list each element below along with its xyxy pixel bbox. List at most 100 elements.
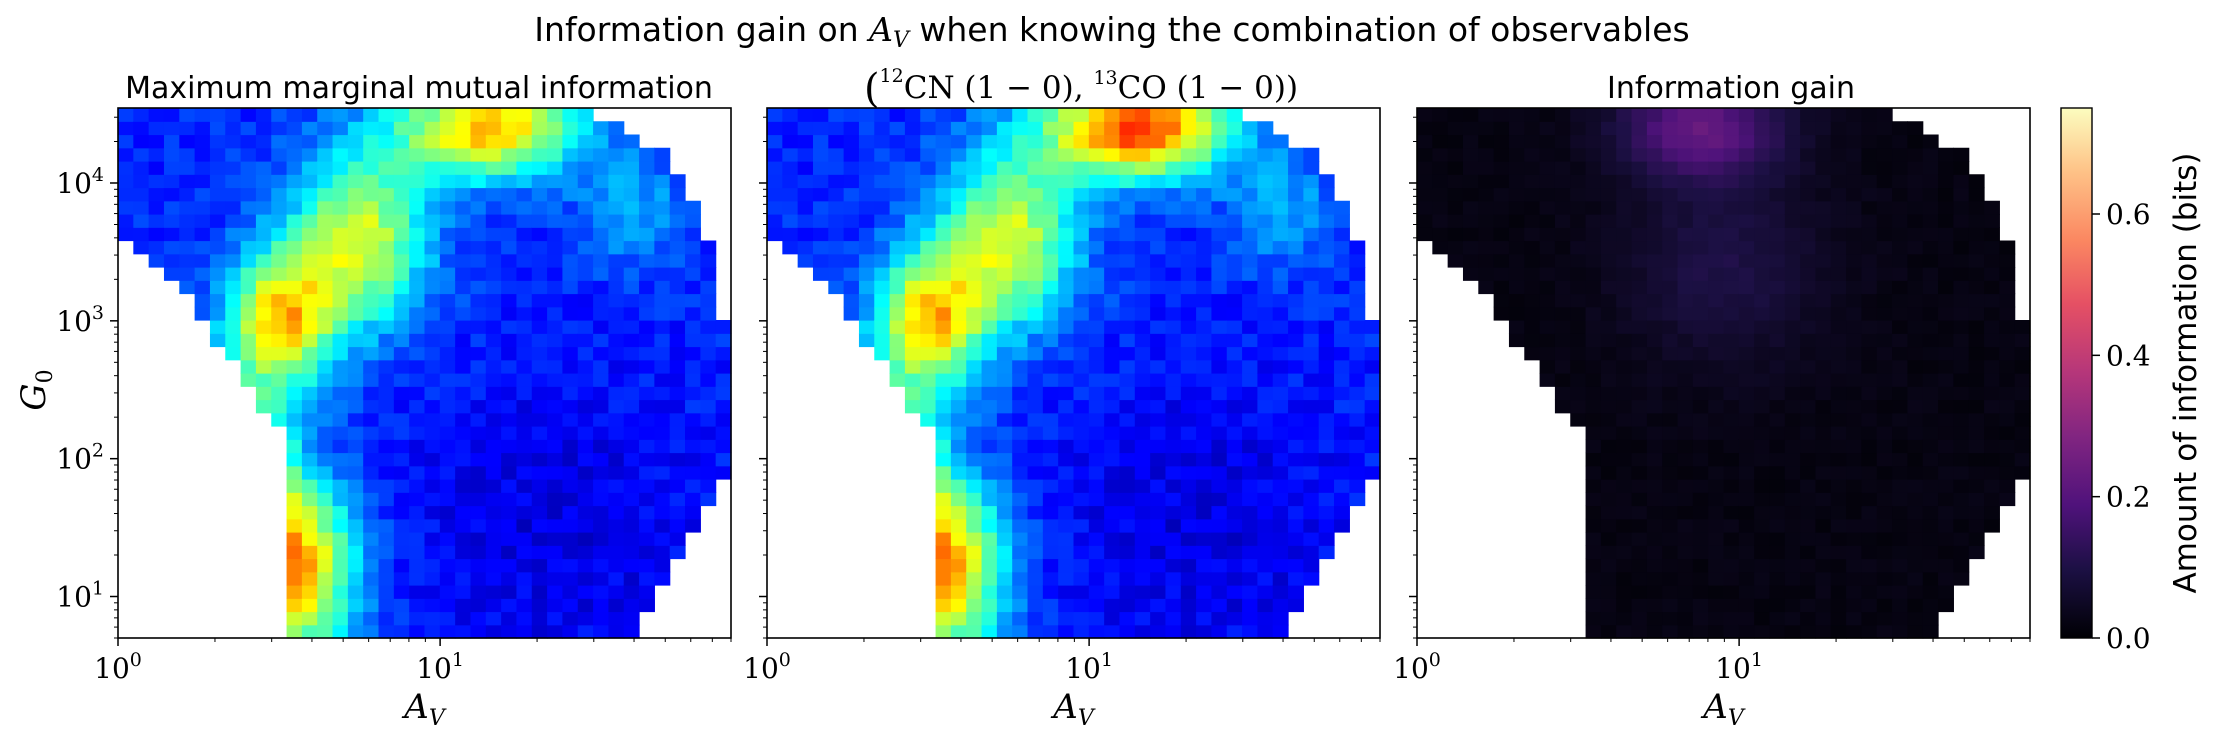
- heatmap-cell: [654, 452, 671, 467]
- heatmap-cell: [286, 134, 303, 149]
- heatmap-cell: [577, 505, 594, 520]
- heatmap-cell: [179, 267, 196, 281]
- heatmap-cell: [1723, 200, 1740, 215]
- heatmap-cell: [1104, 200, 1121, 215]
- heatmap-cell: [654, 479, 671, 493]
- heatmap-cell: [1922, 161, 1939, 175]
- heatmap-cell: [1478, 280, 1495, 295]
- heatmap-cell: [639, 412, 655, 427]
- heatmap-cell: [1272, 320, 1289, 334]
- heatmap-cell: [470, 571, 487, 586]
- heatmap-cell: [1134, 373, 1151, 387]
- heatmap-cell: [240, 240, 257, 255]
- heatmap-cell: [286, 505, 303, 520]
- heatmap-cell: [1447, 227, 1464, 242]
- heatmap-cell: [455, 359, 472, 374]
- heatmap-cell: [1104, 373, 1121, 387]
- heatmap-cell: [1769, 227, 1786, 242]
- heatmap-cell: [439, 240, 456, 255]
- heatmap-cell: [1815, 333, 1832, 348]
- heatmap-cell: [1303, 346, 1320, 361]
- heatmap-cell: [1318, 306, 1335, 321]
- heatmap-cell: [378, 479, 395, 493]
- heatmap-cell: [378, 121, 395, 136]
- heatmap-cell: [1165, 161, 1182, 175]
- heatmap-cell: [1922, 518, 1939, 533]
- heatmap-cell: [1554, 121, 1571, 136]
- heatmap-cells: [118, 108, 732, 639]
- heatmap-cell: [1211, 505, 1228, 520]
- heatmap-cell: [1585, 399, 1602, 414]
- heatmap-cell: [1508, 227, 1525, 242]
- heatmap-cell: [1754, 532, 1771, 546]
- heatmap-cell: [1708, 518, 1725, 533]
- heatmap-cell: [1180, 174, 1197, 189]
- heatmap-cell: [347, 253, 364, 268]
- heatmap-cell: [562, 240, 579, 255]
- heatmap-cell: [409, 121, 426, 136]
- heatmap-cell: [608, 465, 625, 480]
- heatmap-cell: [378, 373, 395, 387]
- heatmap-cell: [1723, 505, 1740, 520]
- heatmap-cell: [1288, 147, 1304, 162]
- heatmap-cell: [1180, 161, 1197, 175]
- heatmap-cell: [332, 373, 349, 387]
- heatmap-cell: [455, 452, 472, 467]
- heatmap-cell: [1539, 121, 1556, 136]
- heatmap-cell: [1953, 187, 1970, 202]
- heatmap-cell: [1211, 479, 1228, 493]
- heatmap-cell: [455, 346, 472, 361]
- heatmap-cell: [1784, 359, 1801, 374]
- heatmap-cell: [1539, 187, 1556, 202]
- heatmap-cell: [409, 532, 426, 546]
- heatmap-cell: [1585, 333, 1602, 348]
- heatmap-cell: [1196, 611, 1213, 626]
- heatmap-cell: [654, 558, 671, 573]
- heatmap-cell: [1708, 412, 1725, 427]
- heatmap-cell: [1600, 293, 1617, 308]
- heatmap-cell: [501, 558, 518, 573]
- heatmap-cell: [1907, 134, 1924, 149]
- heatmap-cell: [669, 200, 686, 215]
- heatmap-cell: [1272, 518, 1289, 533]
- heatmap-cell: [271, 240, 288, 255]
- heatmap-cell: [1012, 280, 1029, 295]
- heatmap-cell: [1493, 280, 1510, 295]
- heatmap-cell: [935, 253, 952, 268]
- heatmap-cell: [1907, 492, 1924, 507]
- heatmap-cell: [531, 624, 548, 639]
- x-tick-label: 101: [416, 649, 464, 685]
- heatmap-cell: [1012, 333, 1029, 348]
- heatmap-cell: [623, 611, 640, 626]
- heatmap-cell: [1303, 439, 1320, 454]
- heatmap-cell: [1754, 505, 1771, 520]
- heatmap-cell: [531, 571, 548, 586]
- heatmap-cell: [1257, 253, 1274, 268]
- heatmap-cell: [623, 306, 640, 321]
- heatmap-cell: [1539, 108, 1556, 122]
- heatmap-cell: [1134, 267, 1151, 281]
- heatmap-cell: [1938, 479, 1954, 493]
- heatmap-cell: [1708, 611, 1725, 626]
- heatmap-cell: [1723, 280, 1740, 295]
- heatmap-cell: [1738, 227, 1755, 242]
- heatmap-cell: [1600, 452, 1617, 467]
- heatmap-cell: [317, 465, 334, 480]
- heatmap-cell: [1769, 161, 1786, 175]
- heatmap-cell: [332, 187, 349, 202]
- heatmap-cell: [1984, 253, 2000, 268]
- heatmap-cell: [843, 134, 860, 149]
- heatmap-cell: [1134, 187, 1151, 202]
- heatmap-cell: [1892, 147, 1908, 162]
- heatmap-cell: [1876, 280, 1893, 295]
- heatmap-cell: [1723, 108, 1740, 122]
- heatmap-cell: [501, 359, 518, 374]
- heatmap-cell: [950, 253, 967, 268]
- heatmap-cell: [858, 187, 875, 202]
- heatmap-cell: [1754, 386, 1771, 401]
- heatmap-cell: [1907, 558, 1924, 573]
- heatmap-cell: [347, 174, 364, 189]
- heatmap-cell: [1662, 161, 1679, 175]
- heatmap-cell: [1922, 253, 1939, 268]
- heatmap-cell: [378, 267, 395, 281]
